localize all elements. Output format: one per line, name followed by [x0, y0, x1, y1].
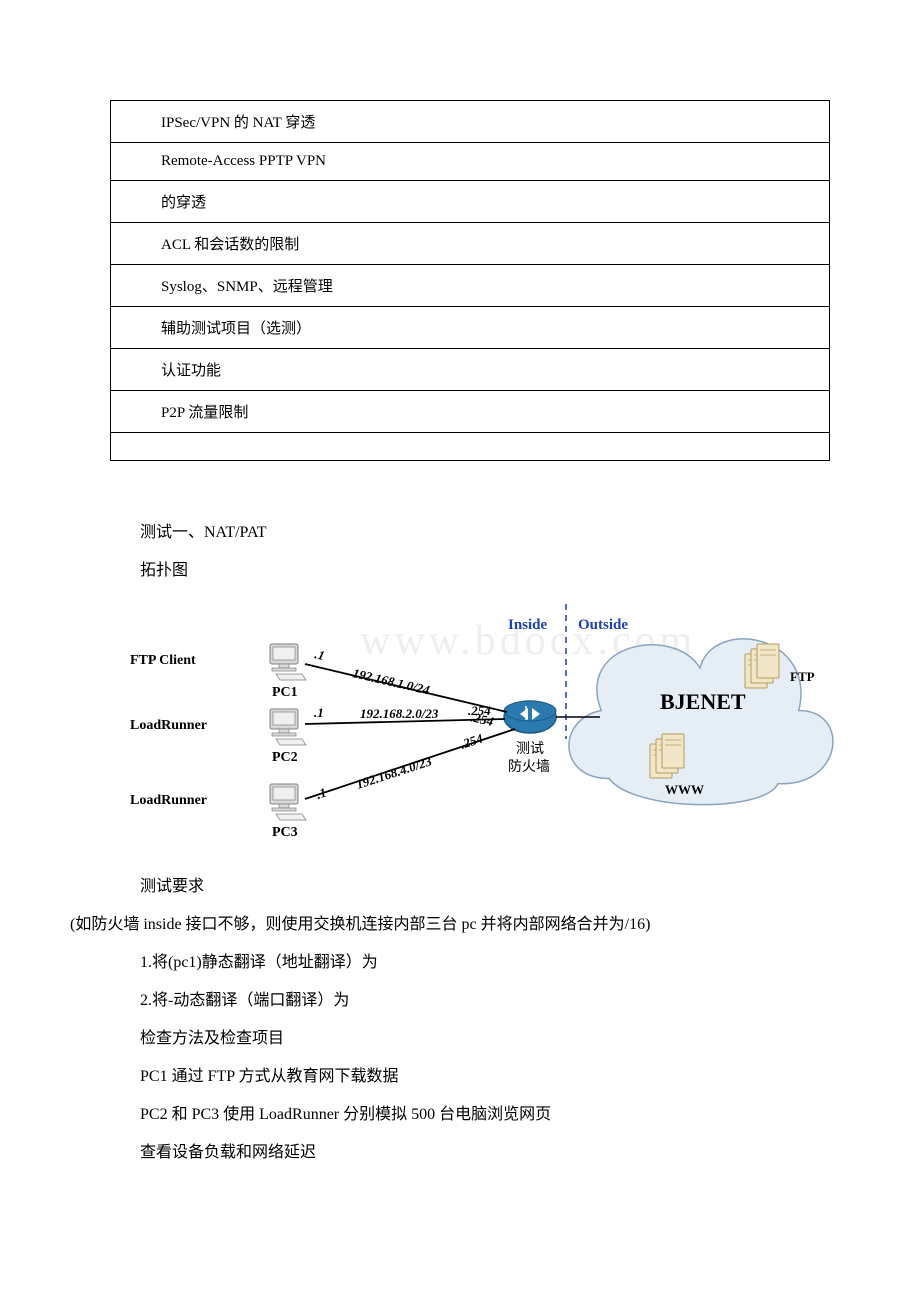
svg-text:WWW: WWW [665, 782, 704, 797]
topology-svg: www.bdocx.comFTPWWWBJENET测试防火墙InsideOuts… [100, 599, 840, 859]
svg-text:.254: .254 [458, 730, 485, 751]
svg-text:LoadRunner: LoadRunner [130, 718, 207, 733]
topology-diagram: www.bdocx.comFTPWWWBJENET测试防火墙InsideOuts… [100, 599, 850, 859]
svg-text:.1: .1 [314, 785, 328, 802]
svg-text:LoadRunner: LoadRunner [130, 793, 207, 808]
svg-text:.1: .1 [314, 705, 324, 720]
section-heading: 拓扑图 [140, 559, 850, 583]
svg-text:防火墙: 防火墙 [508, 759, 550, 775]
svg-text:Inside: Inside [508, 617, 548, 633]
body-text: PC1 通过 FTP 方式从教育网下载数据 [140, 1065, 850, 1089]
table-cell: Syslog、SNMP、远程管理 [111, 265, 830, 307]
body-text: 查看设备负载和网络延迟 [140, 1141, 850, 1165]
table-cell: P2P 流量限制 [111, 391, 830, 433]
body-text: PC2 和 PC3 使用 LoadRunner 分别模拟 500 台电脑浏览网页 [140, 1103, 850, 1127]
table-cell: 的穿透 [111, 181, 830, 223]
svg-text:PC3: PC3 [272, 825, 298, 840]
body-text: 1.将(pc1)静态翻译（地址翻译）为 [140, 951, 850, 975]
table-cell-empty [111, 433, 830, 461]
svg-text:FTP: FTP [790, 669, 815, 684]
body-text: 2.将-动态翻译（端口翻译）为 [140, 989, 850, 1013]
section-heading: 测试要求 [140, 875, 850, 899]
svg-text:192.168.2.0/23: 192.168.2.0/23 [360, 706, 439, 721]
section-heading: 测试一、NAT/PAT [140, 521, 850, 545]
svg-text:.1: .1 [313, 646, 326, 663]
svg-text:.254: .254 [468, 703, 491, 718]
svg-text:Outside: Outside [578, 617, 628, 633]
table-cell: 辅助测试项目（选测） [111, 307, 830, 349]
section-heading: 检查方法及检查项目 [140, 1027, 850, 1051]
table-cell: 认证功能 [111, 349, 830, 391]
svg-text:PC1: PC1 [272, 685, 298, 700]
feature-table: IPSec/VPN 的 NAT 穿透 Remote-Access PPTP VP… [110, 100, 830, 461]
svg-text:BJENET: BJENET [660, 689, 746, 714]
svg-text:192.168.4.0/23: 192.168.4.0/23 [354, 753, 434, 792]
table-cell: ACL 和会话数的限制 [111, 223, 830, 265]
svg-text:测试: 测试 [516, 741, 544, 757]
body-text: (如防火墙 inside 接口不够，则使用交换机连接内部三台 pc 并将内部网络… [70, 913, 850, 937]
svg-text:FTP Client: FTP Client [130, 653, 196, 668]
table-cell: IPSec/VPN 的 NAT 穿透 [111, 101, 830, 143]
svg-text:PC2: PC2 [272, 750, 298, 765]
table-cell: Remote-Access PPTP VPN [111, 143, 830, 181]
svg-text:192.168.1.0/24: 192.168.1.0/24 [351, 665, 431, 697]
